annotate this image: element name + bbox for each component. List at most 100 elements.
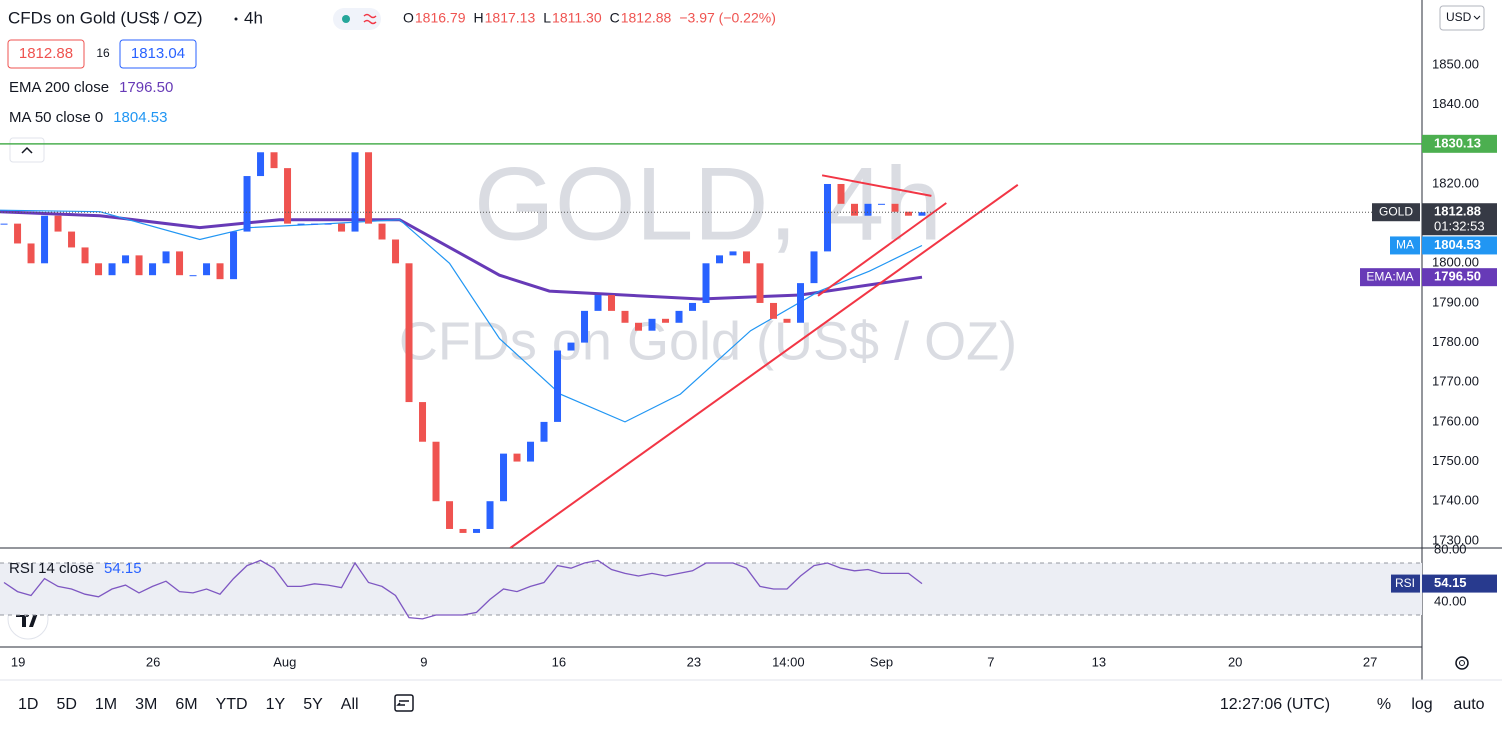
compare-icon[interactable] [394,694,414,712]
ohlc-value: 1817.13 [485,10,536,26]
candle-body [850,203,858,216]
candle-body [648,318,656,331]
candle-body [81,247,89,264]
x-tick-label: 14:00 [772,654,805,669]
y-tick-label: 1750.00 [1432,453,1479,468]
candle-body [405,263,413,403]
candle-body [527,441,535,462]
x-tick-label: 9 [420,654,427,669]
candle-body [311,223,319,225]
watermark-subtitle: CFDs on Gold (US$ / OZ) [399,311,1017,371]
candle-body [122,255,130,264]
candle-body [270,152,278,169]
settings-icon[interactable] [1455,656,1469,670]
indicator-name: EMA 200 close [9,79,109,96]
candle-body [918,212,926,216]
price-tag-countdown: 01:32:53 [1434,219,1485,234]
candle-body [486,501,494,529]
collapse-icon [21,146,33,154]
range-button[interactable]: 1Y [266,696,286,713]
price-tag-name: EMA:MA [1366,269,1413,283]
range-button[interactable]: All [341,696,359,713]
dropdown-icon [1473,15,1481,20]
price-tag-name-box [1372,203,1420,222]
ask-box[interactable] [119,39,197,69]
candle-body [756,263,764,303]
x-tick-label: 19 [11,654,25,669]
candle-body [581,310,589,343]
candle-body [594,295,602,311]
price-tag [1422,268,1497,287]
price-tag [1422,203,1497,236]
bid-box[interactable] [7,39,85,69]
x-tick-label: 23 [687,654,701,669]
candle-body [513,453,521,462]
candle-body [635,322,643,331]
y-tick-label: 1820.00 [1432,175,1479,190]
candle-body [108,263,116,276]
rsi-tag [1422,574,1497,593]
indicator-line [0,209,923,423]
candle-body [149,263,157,276]
axis-option[interactable]: % [1377,696,1391,713]
price-tag-value: 1812.88 [1434,204,1481,219]
candle-body [770,302,778,319]
x-tick-label: 13 [1092,654,1106,669]
candle-body [500,453,508,502]
candle-body [554,350,562,422]
collapse-button[interactable] [9,137,45,163]
range-button[interactable]: 1M [95,696,117,713]
candle-body [904,211,912,216]
candle-body [432,441,440,502]
candle-body [823,183,831,252]
indicator-name: MA 50 close 0 [9,109,103,126]
bid-price: 1812.88 [19,45,73,62]
candle-body [729,251,737,256]
range-button[interactable]: 6M [175,696,197,713]
candle-body [864,203,872,216]
range-button[interactable]: 5Y [303,696,323,713]
x-tick-label: Aug [273,654,296,669]
rsi-name: RSI 14 close [9,560,94,577]
range-button[interactable]: 5D [56,696,76,713]
range-button[interactable]: YTD [216,696,248,713]
candle-body [702,263,710,303]
candle-body [567,342,575,351]
rsi-value: 54.15 [104,560,142,577]
candle-body [796,283,804,323]
range-button[interactable]: 3M [135,696,157,713]
price-tag-value: 1796.50 [1434,269,1481,284]
plot-area [0,152,1019,548]
candle-body [0,223,8,225]
price-tag-name: GOLD [1379,204,1413,218]
ohlc-value: 1811.30 [552,10,602,26]
candle-body [459,528,467,533]
candle-body [446,501,454,529]
axis-option[interactable]: auto [1453,696,1484,713]
trendline [821,174,932,197]
price-change: −3.97 (−0.22%) [679,10,776,26]
currency-button[interactable] [1439,5,1485,31]
candle-body [257,152,265,177]
ohlc-value: 1812.88 [621,10,672,26]
ohlc-value: 1816.79 [415,10,466,26]
candle-body [716,255,724,264]
range-button[interactable]: 1D [18,696,38,713]
candle-body [284,168,292,224]
data-icon [363,13,377,25]
candle-body [662,318,670,323]
clock: 12:27:06 (UTC) [1220,696,1330,713]
price-tag-name-box [1360,268,1420,287]
ohlc-label: H [474,10,484,26]
rsi-tag-name: RSI [1395,576,1415,590]
separator [234,17,238,21]
x-tick-label: Sep [870,654,893,669]
status-pill[interactable] [333,8,381,30]
trendline [817,202,947,297]
candle-body [473,528,481,533]
axis-option[interactable]: log [1411,696,1432,713]
candle-body [176,251,184,276]
y-tick-label: 1780.00 [1432,334,1479,349]
y-tick-label: 1800.00 [1432,255,1479,270]
